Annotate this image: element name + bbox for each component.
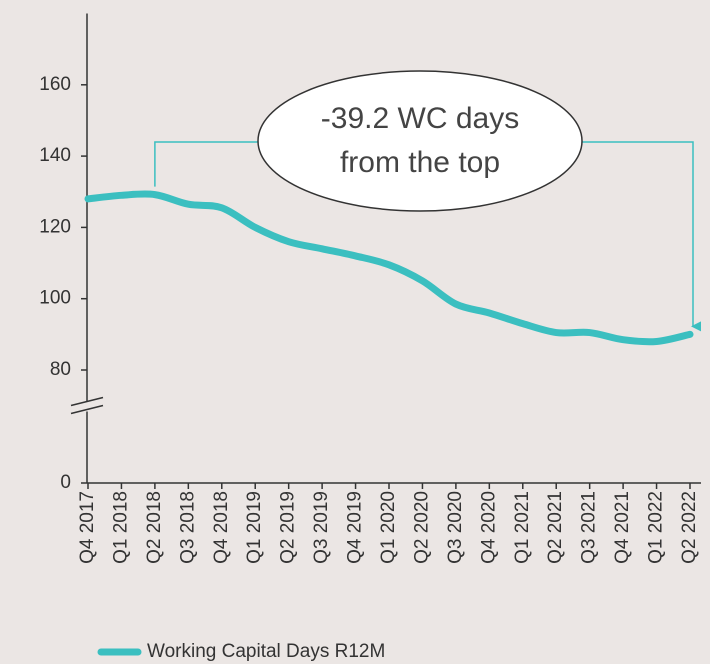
legend-label: Working Capital Days R12M: [147, 641, 385, 662]
x-tick-label: Q4 2017: [77, 491, 98, 564]
annotation-text: -39.2 WC days: [321, 102, 519, 135]
x-tick-label: Q4 2021: [612, 491, 633, 564]
y-tick-label: 80: [50, 359, 71, 380]
axis-break-gap: [81, 401, 93, 412]
x-tick-label: Q1 2019: [244, 491, 265, 564]
annotation-text: from the top: [340, 146, 500, 179]
x-tick-label: Q4 2019: [345, 491, 366, 564]
data-line: [84, 190, 694, 346]
y-tick-label: 160: [39, 74, 71, 95]
y-tick-label: 100: [39, 288, 71, 309]
x-tick-label: Q1 2018: [110, 491, 131, 564]
x-tick-label: Q3 2021: [579, 491, 600, 564]
x-tick-label: Q3 2020: [445, 491, 466, 564]
axis-break: [70, 396, 104, 407]
axis-break: [70, 404, 104, 415]
x-tick-label: Q1 2021: [512, 491, 533, 564]
annotation-bubble: [257, 70, 583, 212]
y-tick-label: 120: [39, 216, 71, 237]
x-tick-label: Q2 2022: [679, 491, 700, 564]
x-tick-label: Q2 2019: [278, 491, 299, 564]
y-tick-label: 140: [39, 145, 71, 166]
x-tick-label: Q4 2020: [478, 491, 499, 564]
x-tick-label: Q4 2018: [211, 491, 232, 564]
x-tick-label: Q1 2020: [378, 491, 399, 564]
x-tick-label: Q2 2020: [411, 491, 432, 564]
x-tick-label: Q2 2021: [545, 491, 566, 564]
x-tick-label: Q1 2022: [646, 491, 667, 564]
y-tick-label: 0: [60, 472, 71, 493]
x-tick-label: Q2 2018: [144, 491, 165, 564]
x-tick-label: Q3 2019: [311, 491, 332, 564]
x-tick-label: Q3 2018: [177, 491, 198, 564]
